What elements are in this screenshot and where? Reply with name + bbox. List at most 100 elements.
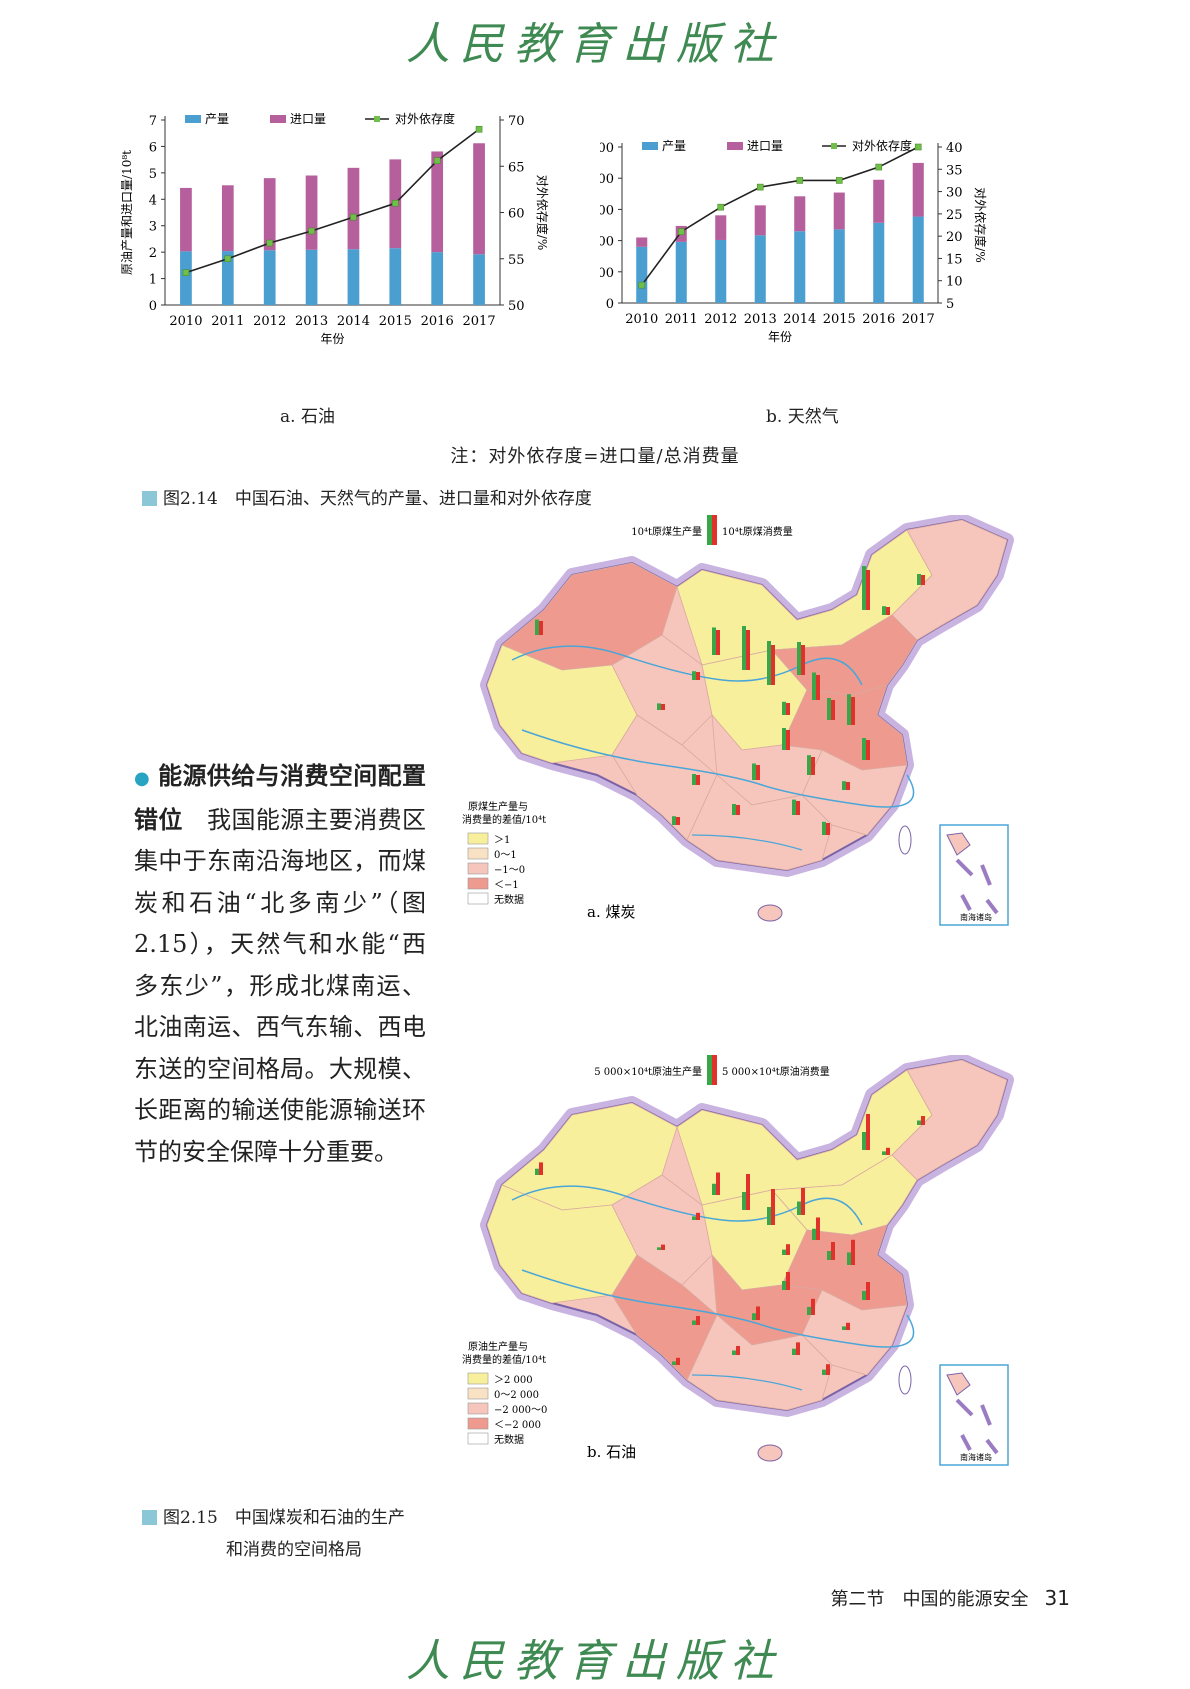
production-bar [742, 1192, 746, 1210]
consumption-bar [866, 570, 870, 610]
scale-production-label: 10⁴t原煤生产量 [631, 525, 702, 538]
consumption-bar [786, 703, 790, 715]
consumption-bar [811, 1298, 815, 1315]
legend-swatch [467, 1402, 489, 1415]
consumption-bar [801, 645, 805, 675]
y-tick-label: 2 [149, 246, 157, 261]
production-bar [389, 248, 402, 305]
import-bar [347, 167, 360, 250]
production-bar [347, 249, 360, 305]
y-tick-label: 4 [149, 193, 157, 208]
import-bar [715, 215, 727, 240]
consumption-bar [826, 823, 830, 835]
x-tick-label: 2013 [744, 312, 777, 327]
consumption-bar [736, 1346, 740, 1355]
legend-label: 进口量 [747, 139, 783, 153]
consumption-bar [921, 575, 925, 585]
production-bar [882, 606, 886, 615]
consumption-bar [801, 1188, 805, 1215]
production-bar [782, 1249, 786, 1255]
legend-label: 无数据 [494, 893, 524, 906]
x-tick-label: 2017 [463, 314, 496, 329]
map-sublabel: a. 煤炭 [587, 903, 635, 921]
production-bar [535, 619, 539, 635]
production-bar [535, 1168, 539, 1175]
production-bar [797, 1201, 801, 1215]
import-bar [221, 185, 234, 252]
legend-line-marker [831, 143, 837, 149]
legend-title: 消费量的差值/10⁴t [462, 813, 546, 826]
y-tick-label: 3 [149, 220, 157, 235]
legend-swatch [467, 847, 489, 860]
river-yangtze [521, 729, 915, 808]
consumption-bar [786, 1244, 790, 1255]
x-tick-label: 2014 [783, 312, 816, 327]
consumption-bar [866, 1282, 870, 1300]
legend-swatch [467, 892, 489, 905]
production-bar [827, 698, 831, 720]
consumption-bar [851, 1239, 855, 1265]
consumption-bar [696, 775, 700, 785]
caption-line-1: 图2.15 中国煤炭和石油的生产 [163, 1508, 405, 1528]
dependency-point [224, 255, 232, 263]
consumption-bar [846, 1322, 850, 1330]
consumption-bar [676, 817, 680, 825]
production-bar [712, 627, 716, 655]
dependency-point [392, 199, 399, 207]
inset-coast [946, 832, 971, 856]
production-bar [692, 1216, 696, 1220]
caption-marker-icon [142, 1510, 157, 1525]
consumption-bar [851, 697, 855, 725]
figure-caption-2-15: 图2.15 中国煤炭和石油的生产 和消费的空间格局 [142, 1502, 405, 1566]
legend-label: 无数据 [494, 1433, 524, 1446]
legend-swatch [467, 877, 489, 890]
scale-production-bar [707, 1055, 712, 1085]
legend-label: −1～0 [494, 865, 525, 876]
dependency-point [796, 177, 804, 184]
province-region [891, 1059, 1008, 1181]
import-bar [180, 187, 192, 252]
scale-consumption-bar [712, 1055, 717, 1085]
import-bar [873, 179, 885, 223]
page-number: 31 [1044, 1586, 1070, 1610]
import-bar [833, 192, 845, 230]
production-bar [862, 1291, 866, 1300]
y2-tick-label: 35 [946, 163, 963, 178]
consumption-bar [539, 621, 543, 635]
production-bar [180, 251, 192, 305]
y2-tick-label: 15 [946, 252, 963, 267]
legend-label: 对外依存度 [395, 111, 455, 126]
production-bar [797, 642, 801, 675]
island-hainan [757, 1444, 783, 1462]
x-tick-label: 2011 [665, 312, 698, 327]
legend-line-marker [374, 116, 380, 122]
province-region [611, 714, 718, 841]
consumption-bar [811, 757, 815, 775]
y2-tick-label: 30 [946, 186, 963, 201]
consumption-bar [756, 765, 760, 780]
dependency-point [266, 239, 273, 247]
legend-import-swatch [270, 115, 286, 123]
y-tick-label: 1000 [600, 235, 614, 250]
production-bar [767, 1207, 771, 1225]
consumption-bar [539, 1162, 543, 1175]
production-bar [782, 728, 786, 750]
production-bar [692, 1320, 696, 1325]
y2-tick-label: 20 [946, 230, 963, 245]
production-bar [431, 252, 444, 305]
production-bar [862, 566, 866, 610]
production-bar [827, 1251, 831, 1260]
consumption-bar [661, 704, 665, 710]
production-bar [847, 694, 851, 725]
y-tick-label: 6 [149, 140, 157, 155]
island-hainan [757, 904, 783, 922]
x-tick-label: 2016 [862, 312, 895, 327]
consumption-bar [716, 1172, 720, 1195]
production-bar [732, 1350, 736, 1355]
consumption-bar [831, 1242, 835, 1260]
body-paragraph: ● 能源供给与消费空间配置错位 我国能源主要消费区集中于东南沿海地区，而煤炭和石油… [134, 756, 426, 1173]
dependency-point [677, 228, 685, 235]
production-bar [792, 799, 796, 815]
